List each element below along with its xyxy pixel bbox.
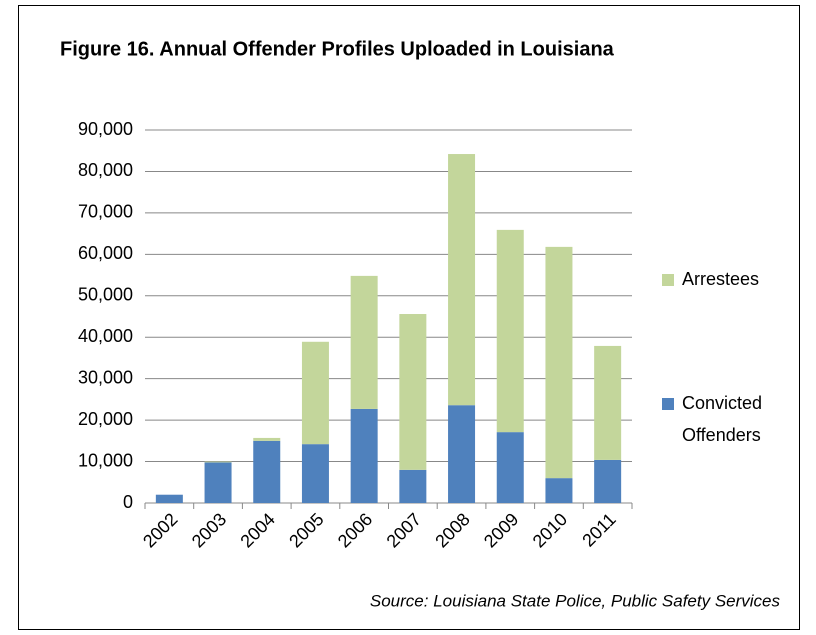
y-tick-label: 50,000 — [78, 285, 133, 305]
bar-segment — [545, 246, 573, 479]
bar-segment — [496, 432, 524, 503]
bar-segment — [253, 440, 281, 503]
bar-segment — [350, 275, 378, 409]
y-tick-label: 20,000 — [78, 409, 133, 429]
bar-segment — [448, 405, 476, 503]
y-tick-label: 80,000 — [78, 160, 133, 180]
bar-segment — [594, 459, 622, 503]
bar-segment — [545, 478, 573, 503]
bar-segment — [301, 444, 329, 503]
bar-segment — [350, 408, 378, 503]
y-tick-label: 40,000 — [78, 326, 133, 346]
bar-segment — [399, 314, 427, 470]
legend-swatch — [662, 274, 674, 286]
bar-segment — [399, 469, 427, 503]
bar-segment — [301, 341, 329, 445]
bar-segment — [155, 494, 183, 503]
y-tick-label: 30,000 — [78, 367, 133, 387]
bar-segment — [204, 461, 232, 463]
bar-segment — [496, 229, 524, 433]
bar-segment — [253, 437, 281, 441]
y-tick-label: 60,000 — [78, 243, 133, 263]
y-tick-label: 0 — [123, 492, 133, 512]
bar-segment — [448, 154, 476, 406]
source-note: Source: Louisiana State Police, Public S… — [370, 591, 781, 610]
y-tick-label: 10,000 — [78, 450, 133, 470]
chart-title: Figure 16. Annual Offender Profiles Uplo… — [60, 38, 615, 60]
legend-label: Arrestees — [682, 269, 759, 289]
legend-label: Convicted Offenders — [682, 393, 762, 445]
bar-segment — [594, 345, 622, 460]
legend-swatch — [662, 398, 674, 410]
bar-segment — [204, 462, 232, 503]
y-tick-label: 90,000 — [78, 119, 133, 139]
y-tick-label: 70,000 — [78, 202, 133, 222]
